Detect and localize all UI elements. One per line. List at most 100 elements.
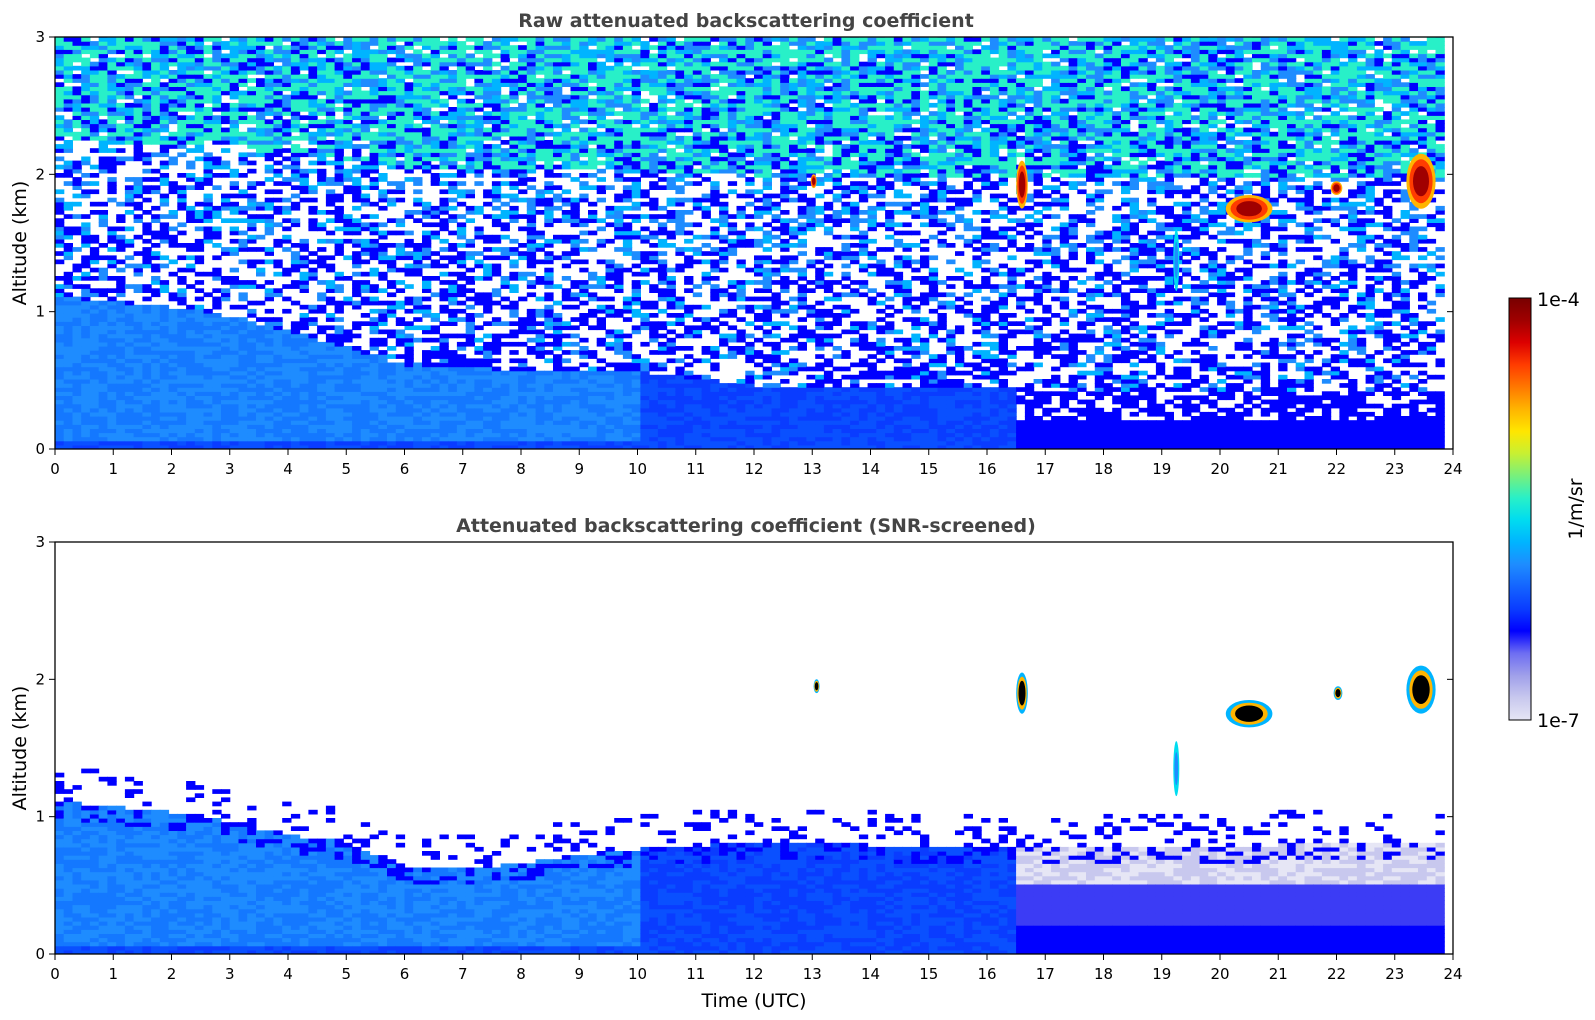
heatmap-cell [282, 234, 292, 240]
heatmap-cell [570, 238, 580, 244]
heatmap-cell [72, 247, 82, 252]
heatmap-cell [404, 300, 414, 306]
heatmap-cell [159, 70, 170, 75]
heatmap-cell [483, 135, 493, 141]
heatmap-cell [491, 444, 502, 449]
heatmap-cell [116, 399, 126, 405]
heatmap-cell [579, 440, 589, 446]
heatmap-cell [553, 53, 563, 59]
heatmap-cell [308, 49, 318, 55]
heatmap-cell [605, 45, 615, 50]
heatmap-cell [273, 160, 283, 166]
heatmap-cell [151, 243, 161, 248]
heatmap-cell [238, 218, 248, 223]
heatmap-cell [282, 140, 292, 145]
heatmap-cell [55, 226, 65, 232]
heatmap-cell [55, 329, 65, 335]
heatmap-cell [186, 255, 196, 261]
heatmap-cell [395, 115, 406, 120]
heatmap-cell [439, 201, 449, 207]
heatmap-cell [325, 107, 336, 112]
heatmap-cell [247, 350, 257, 355]
heatmap-cell [290, 185, 301, 190]
heatmap-cell [325, 144, 336, 149]
heatmap-cell [553, 49, 563, 55]
heatmap-cell [387, 259, 397, 265]
heatmap-cell [124, 440, 135, 446]
heatmap-cell [177, 189, 187, 195]
heatmap-cell [343, 127, 353, 133]
heatmap-cell [553, 238, 563, 244]
heatmap-cell [404, 123, 414, 129]
heatmap-cell [509, 333, 519, 339]
heatmap-cell [273, 403, 283, 409]
heatmap-cell [553, 354, 563, 359]
heatmap-cell [378, 173, 388, 178]
heatmap-cell [439, 366, 449, 372]
heatmap-cell [544, 160, 554, 166]
heatmap-cell [343, 354, 353, 359]
heatmap-cell [98, 168, 108, 174]
heatmap-cell [63, 214, 73, 219]
heatmap-cell [544, 304, 554, 310]
heatmap-cell [238, 53, 248, 59]
heatmap-cell [247, 444, 257, 449]
heatmap-cell [544, 321, 554, 326]
heatmap-cell [352, 358, 362, 364]
heatmap-cell [63, 399, 73, 405]
heatmap-cell [247, 135, 257, 141]
heatmap-cell [448, 45, 458, 50]
heatmap-cell [212, 341, 222, 347]
heatmap-cell [395, 444, 406, 449]
heatmap-cell [98, 304, 108, 310]
heatmap-cell [142, 263, 152, 269]
heatmap-cell [561, 57, 572, 63]
heatmap-cell [221, 280, 231, 285]
heatmap-cell [500, 395, 510, 401]
heatmap-cell [264, 428, 274, 434]
heatmap-cell [256, 57, 266, 63]
heatmap-cell [142, 329, 152, 335]
heatmap-cell [177, 90, 187, 96]
heatmap-cell [465, 267, 475, 273]
heatmap-cell [413, 94, 423, 100]
heatmap-cell [404, 119, 414, 125]
heatmap-cell [518, 123, 528, 129]
heatmap-cell [63, 205, 73, 211]
heatmap-cell [553, 337, 563, 343]
heatmap-cell [203, 131, 213, 137]
heatmap-cell [413, 82, 423, 87]
heatmap-cell [98, 341, 108, 347]
heatmap-cell [596, 94, 606, 100]
heatmap-cell [63, 140, 73, 145]
heatmap-cell [212, 98, 222, 104]
heatmap-cell [491, 255, 502, 261]
heatmap-cell [282, 267, 292, 273]
heatmap-cell [596, 276, 606, 281]
heatmap-cell [264, 379, 274, 384]
heatmap-cell [116, 337, 126, 343]
heatmap-cell [491, 82, 502, 87]
heatmap-cell [194, 366, 205, 372]
heatmap-cell [596, 189, 606, 195]
heatmap-cell [570, 411, 580, 417]
heatmap-cell [142, 362, 152, 368]
heatmap-cell [89, 288, 100, 293]
heatmap-cell [256, 416, 266, 421]
heatmap-cell [483, 247, 493, 252]
heatmap-cell [159, 333, 170, 339]
heatmap-cell [430, 222, 440, 228]
heatmap-cell [553, 374, 563, 380]
heatmap-cell [369, 416, 379, 421]
heatmap-cell [343, 391, 353, 396]
heatmap-cell [413, 41, 423, 46]
heatmap-cell [622, 436, 633, 442]
heatmap-cell [395, 181, 406, 186]
heatmap-cell [596, 444, 606, 449]
heatmap-cell [360, 243, 371, 248]
heatmap-cell [212, 123, 222, 129]
heatmap-cell [483, 276, 493, 281]
heatmap-cell [317, 428, 327, 434]
heatmap-cell [325, 111, 336, 116]
heatmap-cell [81, 98, 91, 104]
